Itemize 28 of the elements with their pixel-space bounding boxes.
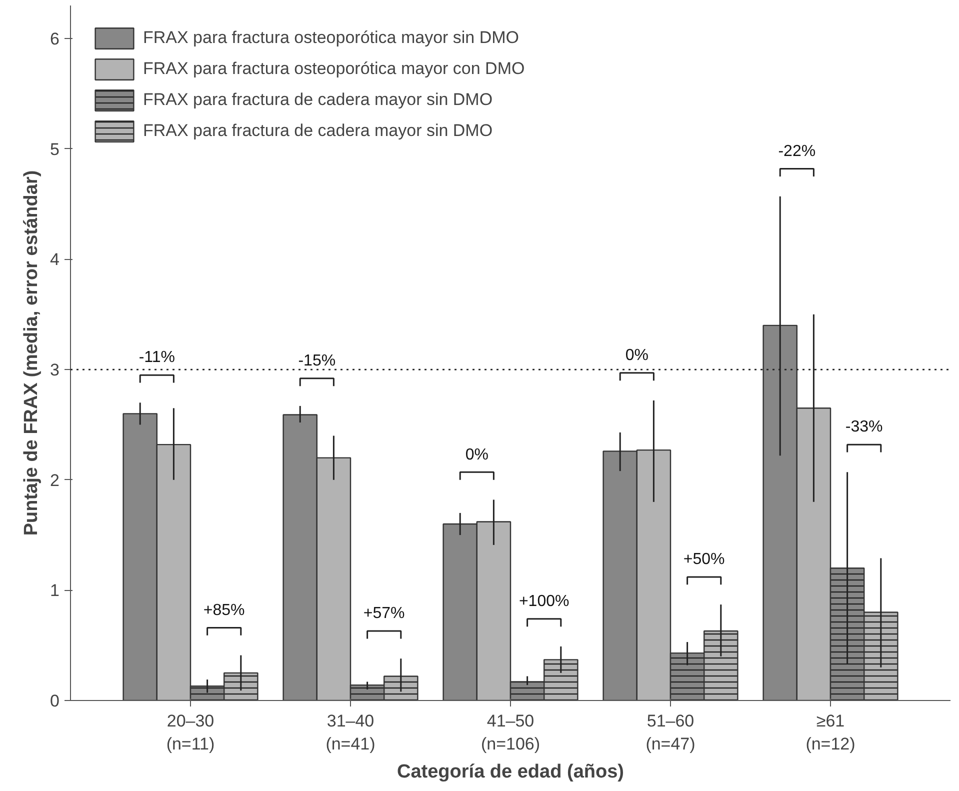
y-tick-label: 5 (50, 140, 60, 159)
legend-label: FRAX para fractura osteoporótica mayor con DMO (143, 59, 525, 79)
x-tick-label: ≥61 (n=12) (806, 712, 856, 754)
annotation: -33% (845, 418, 883, 436)
y-tick-label: 0 (50, 692, 60, 710)
annotation: +100% (518, 593, 570, 610)
annotation: -22% (778, 142, 816, 160)
y-tick-label: 4 (50, 250, 60, 270)
x-tick-label: 41–50 (n=106) (480, 712, 540, 754)
legend-label: FRAX para fractura de cadera mayor sin DMO (143, 121, 493, 141)
annotation: +50% (683, 551, 725, 568)
x-tick-label: 51–60 (n=47) (646, 712, 696, 754)
legend-label: FRAX para fractura osteoporótica mayor sin DMO (143, 28, 520, 48)
y-tick-label: 1 (50, 581, 60, 600)
annotation: -11% (138, 349, 175, 366)
annotation: +85% (203, 602, 245, 619)
annotation: +57% (363, 605, 405, 622)
x-tick-label: 20–30 (n=11) (166, 712, 215, 754)
annotation: -15% (298, 352, 336, 370)
y-tick-label: 2 (50, 470, 60, 490)
y-tick-label: 3 (50, 360, 60, 380)
x-tick-label: 31–40 (n=41) (326, 712, 376, 754)
y-tick-label: 6 (50, 30, 60, 49)
y-axis-title: Puntaje de FRAX (media, error estándar) (21, 170, 42, 536)
annotation: 0% (625, 347, 648, 364)
annotation: 0% (465, 446, 488, 464)
x-axis-title: Categoría de edad (años) (397, 761, 624, 782)
legend-label: FRAX para fractura de cadera mayor sin DMO (143, 90, 493, 110)
